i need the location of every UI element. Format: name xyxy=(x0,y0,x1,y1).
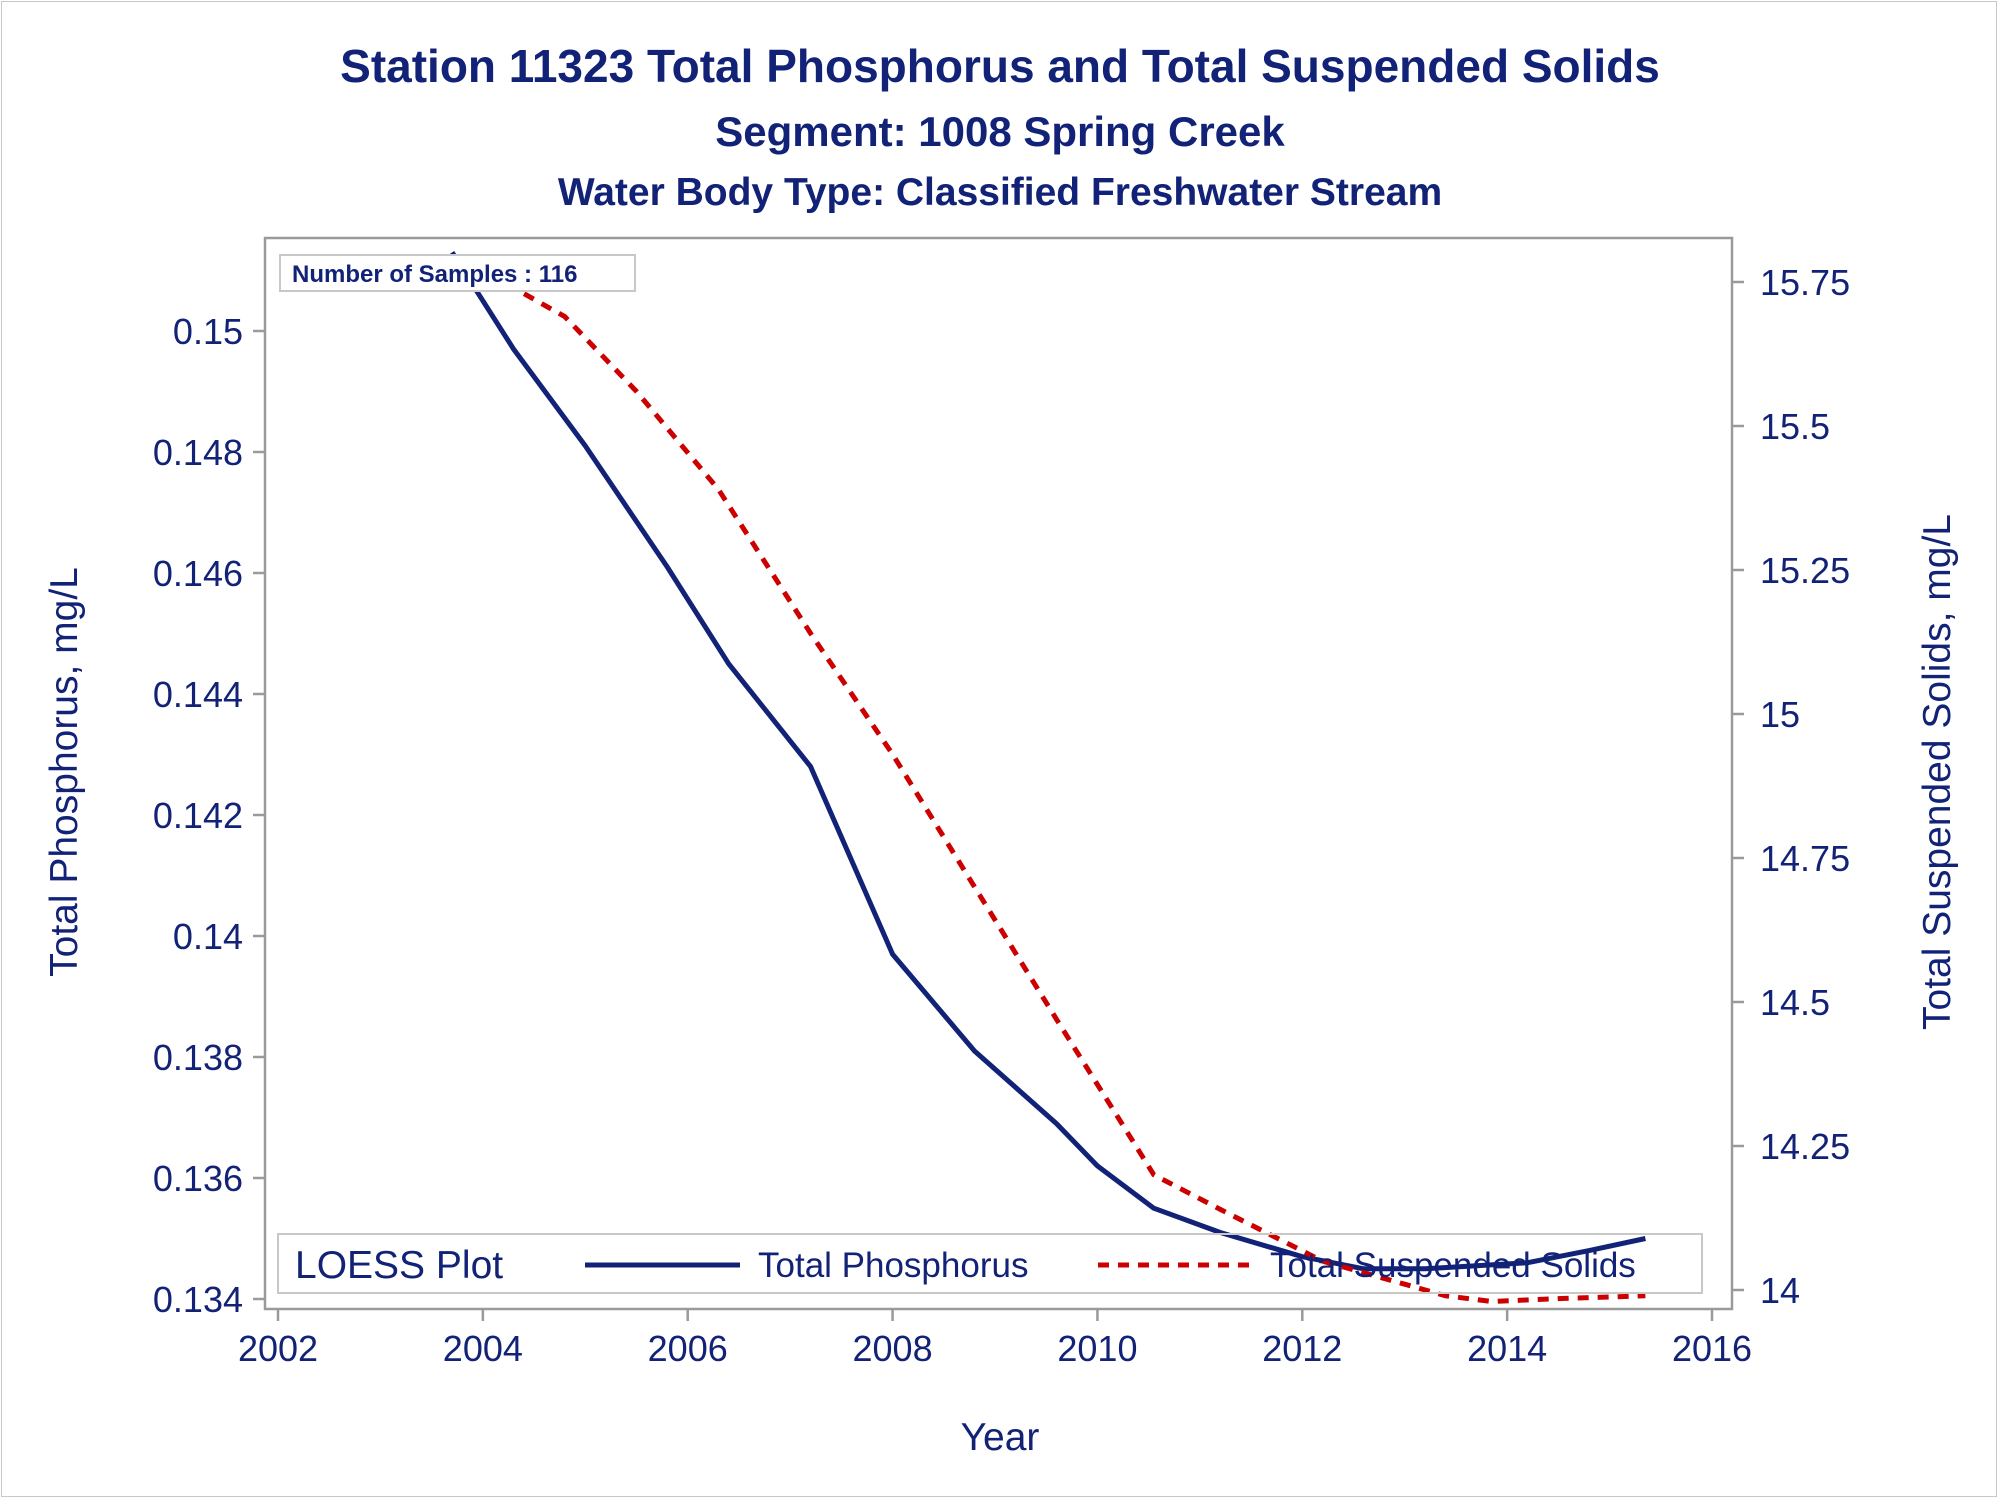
y-left-tick-label: 0.148 xyxy=(153,432,243,473)
x-axis: 2002 2004 2006 2008 2010 2012 2014 2016 xyxy=(238,1309,1752,1369)
legend-title: LOESS Plot xyxy=(295,1244,503,1287)
y-right-tick-label: 14.75 xyxy=(1760,838,1850,879)
annotation-box xyxy=(279,254,636,292)
y-right-tick-label: 15.5 xyxy=(1760,406,1830,447)
y-right-tick-label: 14.5 xyxy=(1760,982,1830,1023)
y-right-tick-label: 14.25 xyxy=(1760,1126,1850,1167)
y-left-tick-label: 0.14 xyxy=(173,916,243,957)
y-left-tick-label: 0.15 xyxy=(173,311,243,352)
y-left-tick-label: 0.138 xyxy=(153,1037,243,1078)
chart-subtitle-2: Water Body Type: Classified Freshwater S… xyxy=(558,171,1442,214)
y-right-tick-label: 15 xyxy=(1760,694,1800,735)
series-line-total-suspended-solids xyxy=(451,256,1646,1304)
y-left-tick-label: 0.136 xyxy=(153,1158,243,1199)
x-tick-label: 2014 xyxy=(1467,1328,1547,1369)
y-right-tick-label: 15.25 xyxy=(1760,550,1850,591)
x-axis-label: Year xyxy=(961,1416,1040,1459)
series-line-total-phosphorus xyxy=(449,251,1646,1272)
x-tick-label: 2016 xyxy=(1672,1328,1752,1369)
x-tick-label: 2002 xyxy=(238,1328,318,1369)
x-tick-label: 2012 xyxy=(1262,1328,1342,1369)
y-axis-right-label: Total Suspended Solids, mg/L xyxy=(1916,514,1959,1030)
x-tick-label: 2008 xyxy=(853,1328,933,1369)
legend-box xyxy=(277,1233,1703,1294)
chart-title: Station 11323 Total Phosphorus and Total… xyxy=(340,40,1660,92)
annotation-text: Number of Samples : 116 xyxy=(292,261,577,288)
y-axis-left-label: Total Phosphorus, mg/L xyxy=(43,567,86,977)
y-axis-right: 14 14.25 14.5 14.75 15 15.25 15.5 15.75 xyxy=(1732,262,1850,1311)
y-axis-left: 0.134 0.136 0.138 0.14 0.142 0.144 0.146 0.148 0… xyxy=(153,311,265,1320)
y-left-tick-label: 0.146 xyxy=(153,553,243,594)
y-left-tick-label: 0.142 xyxy=(153,795,243,836)
legend-label: Total Phosphorus xyxy=(758,1246,1028,1285)
plot-area xyxy=(263,236,1734,1311)
y-left-tick-label: 0.144 xyxy=(153,674,243,715)
y-right-tick-label: 14 xyxy=(1760,1270,1800,1311)
legend-label: Total Suspended Solids xyxy=(1270,1246,1636,1285)
x-tick-label: 2004 xyxy=(443,1328,523,1369)
legend-items: Total Phosphorus Total Suspended Solids xyxy=(585,1246,1636,1285)
x-tick-label: 2006 xyxy=(648,1328,728,1369)
series-layer xyxy=(449,251,1646,1304)
x-tick-label: 2010 xyxy=(1057,1328,1137,1369)
chart-subtitle: Segment: 1008 Spring Creek xyxy=(715,108,1285,155)
y-left-tick-label: 0.134 xyxy=(153,1279,243,1320)
y-right-tick-label: 15.75 xyxy=(1760,262,1850,303)
